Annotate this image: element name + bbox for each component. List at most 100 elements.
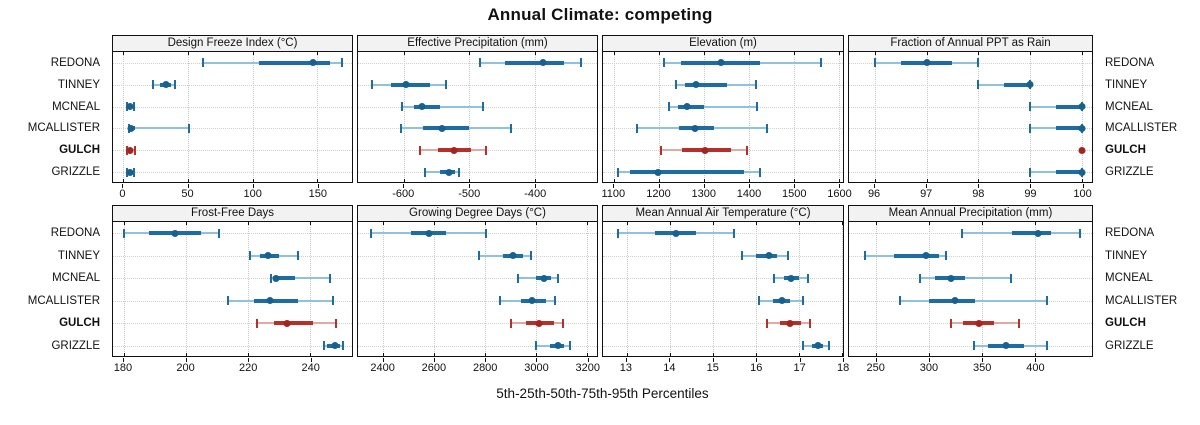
interval-25-75 bbox=[1055, 126, 1082, 131]
interval-25-75 bbox=[274, 321, 314, 326]
whisker-cap bbox=[335, 318, 338, 328]
tick-mark bbox=[248, 222, 250, 225]
site-label-gulch: GULCH bbox=[1105, 144, 1146, 157]
panel-plot-effective-precipitation-mm bbox=[357, 52, 598, 183]
series-redona bbox=[113, 222, 352, 245]
gridline-x bbox=[703, 52, 705, 182]
gridline-y bbox=[603, 345, 843, 347]
whisker-cap bbox=[580, 58, 583, 68]
series-gulch bbox=[358, 139, 597, 161]
gridline-x bbox=[978, 52, 980, 182]
median-dot bbox=[672, 229, 680, 237]
tick-mark bbox=[982, 358, 984, 362]
site-label-grizzle: GRIZZLE bbox=[1105, 166, 1154, 179]
whisker-cap bbox=[819, 58, 822, 68]
tick-mark bbox=[469, 184, 471, 188]
tick-mark bbox=[382, 358, 384, 362]
gridline-x bbox=[842, 222, 844, 356]
series-gulch bbox=[113, 139, 352, 161]
tick-mark bbox=[982, 222, 984, 225]
tick-mark bbox=[1081, 179, 1083, 182]
tick-mark bbox=[317, 184, 319, 188]
gridline-y bbox=[849, 106, 1092, 108]
median-dot bbox=[765, 252, 773, 260]
series-mcneal bbox=[603, 96, 843, 118]
gridline-x bbox=[383, 222, 385, 356]
series-redona bbox=[603, 52, 843, 74]
median-dot bbox=[786, 319, 794, 327]
whisker-cap bbox=[961, 228, 964, 238]
median-dot bbox=[683, 103, 691, 111]
median-dot bbox=[264, 252, 272, 260]
tick-label: 2600 bbox=[421, 362, 447, 374]
site-label-grizzle: GRIZZLE bbox=[51, 339, 100, 352]
series-redona bbox=[358, 222, 597, 245]
tick-mark bbox=[838, 179, 840, 182]
whisker-cap bbox=[152, 80, 155, 90]
series-gulch bbox=[603, 139, 843, 161]
site-label-gulch: GULCH bbox=[59, 317, 100, 330]
panel-plot-growing-degree-days-c bbox=[357, 222, 598, 357]
panel-header-fraction-of-annual-ppt-as-rain: Fraction of Annual PPT as Rain bbox=[848, 35, 1093, 52]
whisker-cap bbox=[1028, 123, 1031, 133]
tick-mark bbox=[874, 184, 876, 188]
median-dot bbox=[1078, 146, 1086, 154]
tick-mark bbox=[434, 353, 436, 356]
median-dot bbox=[535, 319, 543, 327]
tick-mark bbox=[929, 222, 931, 225]
whisker-cap bbox=[485, 228, 488, 238]
gridline-y bbox=[358, 62, 597, 64]
tick-label: 180 bbox=[113, 362, 133, 374]
median-dot bbox=[438, 124, 446, 132]
tick-mark bbox=[748, 179, 750, 182]
panel-header-mean-annual-air-temperature-c: Mean Annual Air Temperature (°C) bbox=[602, 205, 844, 222]
gridline-y bbox=[603, 278, 843, 280]
tick-mark bbox=[799, 353, 801, 356]
series-tinney bbox=[113, 74, 352, 96]
series-grizzle bbox=[113, 161, 352, 183]
gridline-x bbox=[317, 52, 319, 182]
series-tinney bbox=[358, 245, 597, 268]
series-redona bbox=[603, 222, 843, 245]
gridline-x bbox=[586, 222, 588, 356]
tick-label: 1100 bbox=[601, 188, 626, 200]
whisker-cap bbox=[561, 318, 564, 328]
whisker-cap bbox=[444, 80, 447, 90]
series-grizzle bbox=[358, 161, 597, 183]
tick-label: 2400 bbox=[370, 362, 395, 374]
tick-mark bbox=[749, 184, 750, 188]
tick-mark bbox=[1029, 52, 1031, 55]
tick-mark bbox=[535, 353, 537, 356]
site-label-gulch: GULCH bbox=[59, 144, 100, 157]
tick-label: -600 bbox=[392, 188, 415, 200]
tick-mark bbox=[123, 353, 125, 356]
site-label-tinney: TINNEY bbox=[57, 78, 100, 91]
median-dot bbox=[717, 59, 725, 67]
median-dot bbox=[528, 297, 536, 305]
tick-mark bbox=[485, 222, 487, 225]
whisker-cap bbox=[132, 102, 135, 112]
gridline-x bbox=[485, 222, 487, 356]
series-mcallister bbox=[113, 290, 352, 313]
gridline-x bbox=[1034, 222, 1036, 356]
tick-mark bbox=[383, 222, 385, 225]
whisker-cap bbox=[759, 167, 761, 177]
whisker-cap bbox=[332, 296, 335, 306]
tick-mark bbox=[755, 222, 757, 225]
median-dot bbox=[539, 59, 547, 67]
gridline-x bbox=[185, 222, 187, 356]
median-dot bbox=[425, 229, 433, 237]
interval-25-75 bbox=[505, 60, 565, 65]
tick-mark bbox=[703, 184, 705, 188]
tick-label: 220 bbox=[238, 362, 258, 374]
tick-mark bbox=[669, 353, 671, 356]
whisker-cap bbox=[400, 102, 403, 112]
series-mcneal bbox=[113, 267, 352, 290]
median-dot bbox=[331, 342, 339, 350]
whisker-cap bbox=[1028, 167, 1031, 177]
tick-mark bbox=[403, 184, 405, 188]
gridline-y bbox=[113, 233, 352, 235]
tick-label: 250 bbox=[866, 362, 885, 374]
series-redona bbox=[113, 52, 352, 74]
